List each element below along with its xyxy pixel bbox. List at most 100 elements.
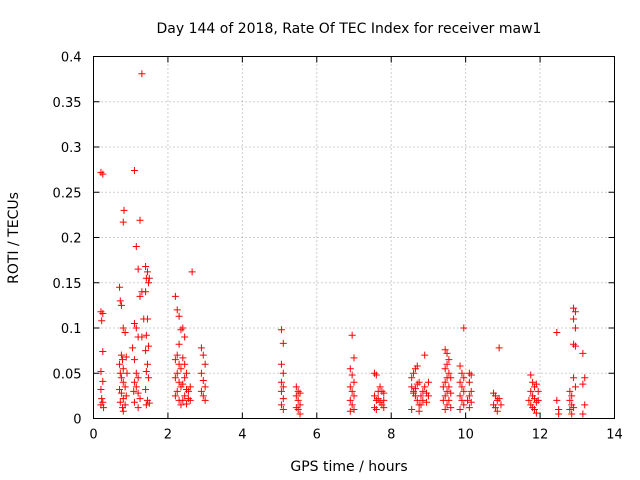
- data-point: [184, 387, 192, 395]
- data-point: [460, 401, 468, 409]
- data-point: [348, 401, 356, 409]
- data-point: [145, 342, 153, 350]
- data-point: [566, 387, 574, 395]
- data-point: [419, 387, 427, 395]
- data-point: [175, 340, 183, 348]
- data-point: [130, 378, 138, 386]
- data-point: [201, 360, 209, 368]
- data-point: [132, 324, 140, 332]
- data-point: [117, 351, 125, 359]
- data-point: [571, 342, 579, 350]
- data-point: [130, 356, 138, 364]
- data-point: [566, 396, 574, 404]
- data-point: [441, 346, 449, 354]
- data-point: [372, 371, 380, 379]
- data-point: [571, 308, 579, 316]
- data-point: [372, 396, 380, 404]
- data-point: [97, 168, 105, 176]
- data-point: [201, 383, 209, 391]
- data-point: [570, 404, 578, 412]
- data-point: [581, 401, 589, 409]
- data-point: [277, 326, 285, 334]
- data-point: [119, 324, 127, 332]
- data-point: [116, 297, 124, 305]
- data-point: [134, 404, 142, 412]
- data-point: [464, 396, 472, 404]
- data-point: [447, 374, 455, 382]
- data-point: [138, 70, 146, 78]
- data-point: [136, 292, 144, 300]
- data-point: [491, 392, 499, 400]
- data-point: [527, 371, 535, 379]
- data-point: [467, 371, 475, 379]
- data-point: [525, 396, 533, 404]
- data-point: [380, 389, 388, 397]
- data-point: [143, 268, 151, 276]
- data-point: [98, 317, 106, 325]
- data-point: [491, 404, 499, 412]
- data-point: [350, 378, 358, 386]
- data-point: [175, 378, 183, 386]
- data-point: [380, 404, 388, 412]
- data-point: [186, 396, 194, 404]
- data-point: [119, 407, 127, 415]
- data-point: [179, 380, 187, 388]
- data-point: [142, 367, 150, 375]
- data-point: [98, 395, 106, 403]
- data-point: [443, 401, 451, 409]
- data-point: [132, 383, 140, 391]
- data-point: [346, 365, 354, 373]
- data-point: [97, 308, 105, 316]
- data-point: [134, 374, 142, 382]
- data-point: [132, 243, 140, 251]
- y-tick-label: 0: [73, 413, 81, 428]
- data-point: [568, 410, 576, 418]
- data-point: [447, 389, 455, 397]
- data-point: [415, 378, 423, 386]
- data-point: [579, 380, 587, 388]
- data-point: [571, 383, 579, 391]
- data-point: [443, 360, 451, 368]
- data-point: [296, 401, 304, 409]
- data-point: [132, 369, 140, 377]
- data-point: [346, 407, 354, 415]
- data-point: [411, 385, 419, 393]
- data-point: [421, 383, 429, 391]
- data-point: [130, 398, 138, 406]
- data-point: [142, 401, 150, 409]
- data-point: [121, 383, 129, 391]
- data-point: [467, 387, 475, 395]
- data-point: [530, 395, 538, 403]
- data-point: [570, 340, 578, 348]
- data-point: [97, 367, 105, 375]
- data-point: [136, 395, 144, 403]
- data-point: [294, 396, 302, 404]
- data-point: [441, 378, 449, 386]
- y-tick-label: 0.35: [53, 96, 82, 111]
- data-point: [456, 405, 464, 413]
- data-point: [456, 378, 464, 386]
- data-point: [456, 392, 464, 400]
- data-point: [579, 349, 587, 357]
- data-point: [566, 405, 574, 413]
- data-point: [136, 216, 144, 224]
- data-point: [424, 378, 432, 386]
- data-point: [348, 387, 356, 395]
- data-point: [439, 383, 447, 391]
- data-point: [177, 365, 185, 373]
- data-point: [296, 410, 304, 418]
- data-point: [116, 360, 124, 368]
- x-tick-label: 2: [164, 428, 172, 443]
- y-tick-label: 0.15: [53, 277, 82, 292]
- data-point: [179, 396, 187, 404]
- y-tick-label: 0.1: [61, 322, 82, 337]
- data-point: [415, 407, 423, 415]
- data-point: [129, 344, 137, 352]
- data-point: [142, 386, 150, 394]
- data-point: [495, 344, 503, 352]
- data-point: [380, 396, 388, 404]
- data-point: [145, 374, 153, 382]
- data-point: [199, 376, 207, 384]
- grid: [93, 56, 615, 419]
- data-point: [120, 206, 128, 214]
